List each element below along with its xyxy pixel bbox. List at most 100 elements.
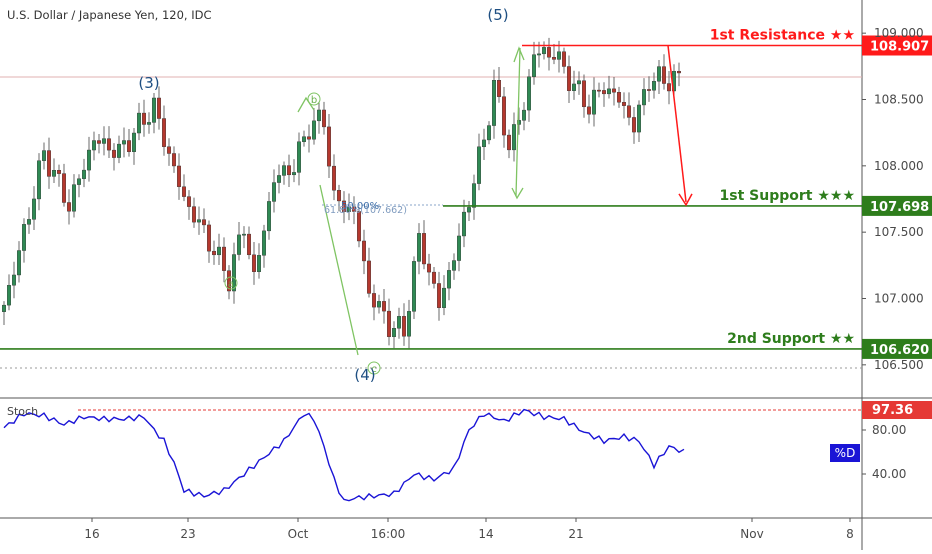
candle-body — [287, 165, 292, 176]
candle-body — [236, 234, 241, 255]
candle — [352, 196, 357, 225]
time-tick-label: Oct — [288, 527, 309, 541]
candle — [257, 243, 262, 279]
candle-body — [552, 57, 557, 60]
candle — [71, 174, 76, 218]
candle-body — [317, 109, 322, 122]
candles[interactable] — [2, 37, 682, 349]
candle — [96, 133, 101, 154]
candle — [347, 193, 352, 221]
stoch-upper-value: 97.36 — [872, 403, 913, 418]
level-label: 1st Support ★★★ — [720, 188, 855, 204]
candle-body — [42, 150, 47, 161]
candle-body — [91, 140, 96, 151]
candle — [262, 224, 267, 268]
candle-body — [627, 105, 632, 118]
candle — [337, 184, 342, 212]
time-tick-label: 14 — [478, 527, 493, 541]
candle — [407, 299, 412, 349]
annotations: b a c (3) (4) (5) 50.00%61.80%(107.662) — [138, 6, 693, 384]
price-tick-label: 108.000 — [874, 159, 924, 173]
candle-body — [196, 219, 201, 223]
projection-arrow — [667, 45, 687, 202]
subwave-label: b — [311, 95, 317, 106]
candle-body — [432, 271, 437, 284]
candle — [22, 218, 27, 263]
candle-body — [302, 136, 307, 142]
candle-body — [156, 97, 161, 119]
candle-body — [86, 149, 91, 171]
candle-body — [241, 233, 246, 236]
candle — [577, 71, 582, 95]
candle — [547, 37, 552, 71]
candle — [57, 164, 62, 187]
candle — [647, 76, 652, 102]
candle — [231, 242, 236, 304]
candle — [567, 55, 572, 104]
level-price-value: 106.620 — [870, 343, 929, 358]
subwave-circle — [367, 361, 381, 375]
candle-body — [22, 224, 27, 251]
candle — [377, 294, 382, 314]
candle — [522, 102, 527, 131]
candle — [246, 226, 251, 260]
candle — [206, 220, 211, 263]
candle — [662, 54, 667, 90]
candle — [292, 159, 297, 183]
candle-body — [567, 66, 572, 91]
candle-body — [126, 140, 131, 152]
chart-title: U.S. Dollar / Japanese Yen, 120, IDC — [7, 8, 212, 22]
candle-body — [111, 149, 116, 158]
candle-body — [171, 153, 176, 167]
candle — [492, 69, 497, 139]
candle — [437, 271, 442, 321]
candle — [342, 191, 347, 224]
stoch-series-tag — [830, 444, 860, 462]
candle — [562, 47, 567, 74]
candle — [447, 261, 452, 301]
candle — [322, 101, 327, 135]
time-tick-label: Nov — [740, 527, 763, 541]
fib-label: 50.00% — [341, 201, 379, 212]
level-price-tag — [862, 35, 932, 56]
candle — [457, 223, 462, 272]
candle-body — [382, 301, 387, 312]
candle-body — [477, 146, 482, 184]
candle-body — [231, 254, 236, 292]
candle-body — [166, 146, 171, 154]
candle-body — [262, 230, 267, 256]
candle — [66, 189, 71, 225]
candle-body — [397, 316, 402, 329]
subwave-circle — [307, 92, 321, 106]
candle-body — [81, 169, 86, 179]
stoch-tick-label: 80.00 — [872, 423, 906, 437]
candle — [402, 303, 407, 346]
candle-body — [37, 160, 42, 200]
candle-body — [412, 261, 417, 312]
candle-body — [62, 173, 67, 203]
candle-body — [136, 112, 141, 134]
candle-body — [422, 233, 427, 265]
candle-body — [66, 202, 71, 212]
candle-body — [487, 125, 492, 141]
time-tick-label: 16 — [84, 527, 99, 541]
candle — [332, 154, 337, 201]
candle — [587, 94, 592, 124]
candle-body — [542, 47, 547, 55]
stoch-label: Stoch — [7, 405, 38, 418]
candle-body — [221, 246, 226, 271]
candle — [597, 82, 602, 98]
subwave-circle — [224, 276, 238, 290]
subwave-label: c — [371, 364, 377, 375]
candle-body — [617, 92, 622, 103]
candle — [512, 112, 517, 162]
candle — [2, 301, 6, 326]
candle — [131, 128, 136, 165]
candle — [226, 265, 231, 300]
candle-body — [547, 47, 552, 58]
candle-body — [437, 283, 442, 308]
candle — [6, 274, 11, 311]
price-tick-label: 107.000 — [874, 292, 924, 306]
